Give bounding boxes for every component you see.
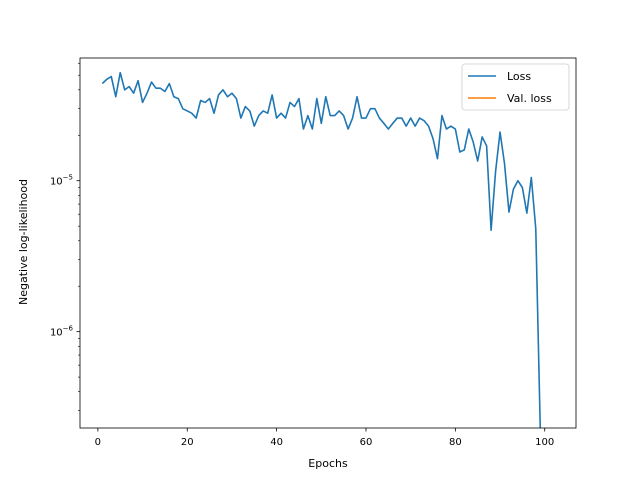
legend: Loss Val. loss [461,63,570,111]
y-tick-label: 10−5 [50,174,73,188]
legend-label-val-loss: Val. loss [507,92,552,105]
plot-area [101,71,542,428]
x-tick-label: 100 [535,437,554,448]
y-axis-ticks: 10−6 10−5 [50,62,80,411]
axes-frame [79,57,577,429]
y-axis-label: Negative log-likelihood [17,179,30,305]
x-tick-label: 80 [449,437,462,448]
x-axis-ticks: 0 20 40 60 80 100 [95,428,554,448]
x-tick-label: 40 [270,437,283,448]
legend-label-loss: Loss [507,70,531,83]
y-tick-label: 10−6 [50,325,74,339]
series-line-loss [101,71,542,428]
x-tick-label: 0 [95,437,101,448]
x-axis-label: Epochs [308,457,348,470]
x-tick-label: 60 [360,437,373,448]
x-tick-label: 20 [181,437,194,448]
